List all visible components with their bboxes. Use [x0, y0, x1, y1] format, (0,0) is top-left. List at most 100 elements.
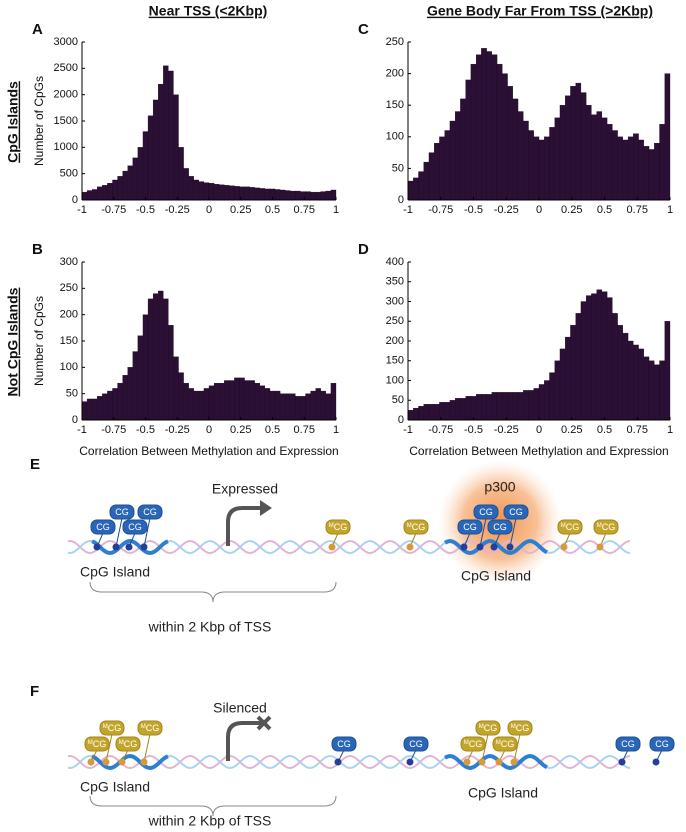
- column-title: Near TSS (<2Kbp): [149, 3, 268, 19]
- histogram-bar: [606, 124, 613, 201]
- site-label: CG: [516, 723, 530, 733]
- methylated-site: [492, 736, 518, 752]
- histogram-bar: [213, 184, 220, 201]
- methylated-site: [325, 519, 351, 535]
- methyl-mark: M: [464, 740, 469, 746]
- site-dot: [328, 543, 336, 551]
- histogram-bar: [285, 190, 291, 201]
- histogram-bar: [465, 396, 472, 421]
- site-stem: [105, 733, 113, 763]
- histogram-bar: [439, 402, 445, 421]
- histogram-bar: [638, 139, 644, 201]
- unmethylated-site: [473, 504, 499, 520]
- histogram-bar: [507, 392, 513, 421]
- histogram-bar: [654, 142, 660, 201]
- histogram-bar: [470, 63, 477, 201]
- x-tick-label: 0: [206, 424, 212, 436]
- histogram-bar: [533, 136, 540, 201]
- histogram-bar: [300, 396, 306, 421]
- y-tick-label: 200: [386, 335, 404, 347]
- histogram-bar: [310, 390, 316, 421]
- histogram-bar: [188, 388, 194, 421]
- site-label: CG: [509, 507, 523, 517]
- site-label: CG: [479, 507, 493, 517]
- histogram-bar: [274, 189, 281, 201]
- x-tick-label: 1: [333, 204, 339, 216]
- histogram-bar: [449, 120, 456, 201]
- y-tick-label: 0: [398, 414, 404, 426]
- methyl-mark: M: [561, 523, 566, 529]
- histogram-bar: [549, 127, 555, 201]
- histogram-bar: [648, 360, 655, 421]
- histogram-bar: [198, 390, 205, 421]
- site-text: MCG: [88, 739, 107, 749]
- cpg-island-strand: [91, 753, 169, 771]
- site-text: MCG: [597, 522, 616, 532]
- site-dot: [112, 543, 120, 551]
- histogram-bar: [591, 114, 597, 201]
- x-tick-label: 0.5: [265, 204, 280, 216]
- histogram-bar: [244, 380, 250, 421]
- y-axis-label: Number of CpGs: [32, 76, 46, 166]
- histogram-bar: [310, 191, 316, 201]
- y-tick-label: 150: [60, 335, 78, 347]
- histogram-bar: [418, 171, 424, 201]
- histogram-bar: [517, 111, 524, 201]
- histogram-bar: [428, 152, 435, 201]
- y-axis-label: Number of CpGs: [32, 296, 46, 386]
- site-dot: [87, 758, 95, 766]
- site-dot: [596, 543, 604, 551]
- histogram-bar: [315, 191, 321, 201]
- histogram-bar: [269, 390, 276, 421]
- histogram-bar: [213, 382, 220, 421]
- histogram-bar: [132, 351, 139, 421]
- histogram-bar: [455, 398, 461, 421]
- methyl-mark: M: [103, 724, 108, 730]
- site-label: CG: [501, 739, 515, 749]
- histogram-bar: [486, 51, 492, 201]
- histogram-bar: [654, 364, 660, 421]
- histogram-bar: [152, 99, 159, 201]
- island-label: CpG Island: [468, 785, 538, 801]
- histogram-bar: [290, 190, 296, 201]
- x-tick-label: 0.75: [627, 424, 648, 436]
- unmethylated-site: [487, 519, 513, 535]
- brace: [89, 795, 337, 817]
- histogram-bar: [596, 111, 603, 201]
- histogram-bar: [295, 396, 301, 421]
- site-label: CG: [602, 522, 616, 532]
- histogram-bar: [229, 380, 235, 421]
- methyl-mark: M: [141, 724, 146, 730]
- site-dot: [618, 758, 626, 766]
- x-tick-label: 0.75: [627, 204, 648, 216]
- histogram-bar: [565, 95, 571, 201]
- histogram-bar: [423, 161, 430, 201]
- histogram-bar: [491, 392, 498, 421]
- histogram-bar: [612, 130, 618, 201]
- unmethylated-site: [137, 504, 163, 520]
- site-dot: [478, 758, 486, 766]
- histogram-bar: [486, 394, 492, 421]
- histogram-bar: [664, 321, 671, 421]
- site-label: CG: [412, 522, 426, 532]
- histogram-bar: [612, 313, 618, 421]
- histogram-bar: [168, 70, 174, 201]
- site-label: CG: [143, 507, 157, 517]
- methyl-mark: M: [119, 740, 124, 746]
- histogram-bar: [183, 168, 189, 201]
- x-tick-label: 0.25: [561, 204, 582, 216]
- histogram-bar: [234, 377, 240, 421]
- histogram-bar: [407, 180, 414, 201]
- y-tick-label: 250: [60, 282, 78, 294]
- histogram-bar: [107, 390, 113, 421]
- y-tick-label: 1500: [54, 115, 78, 127]
- histogram-bar: [523, 390, 529, 421]
- histogram-bar: [413, 407, 419, 421]
- y-tick-label: 2500: [54, 62, 78, 74]
- expression-status: Expressed: [212, 481, 278, 497]
- x-tick-label: -0.5: [464, 204, 483, 216]
- histogram-bar: [549, 372, 555, 421]
- histogram-bar: [102, 185, 108, 201]
- histogram-bar: [132, 157, 139, 201]
- methylated-site: [137, 720, 163, 736]
